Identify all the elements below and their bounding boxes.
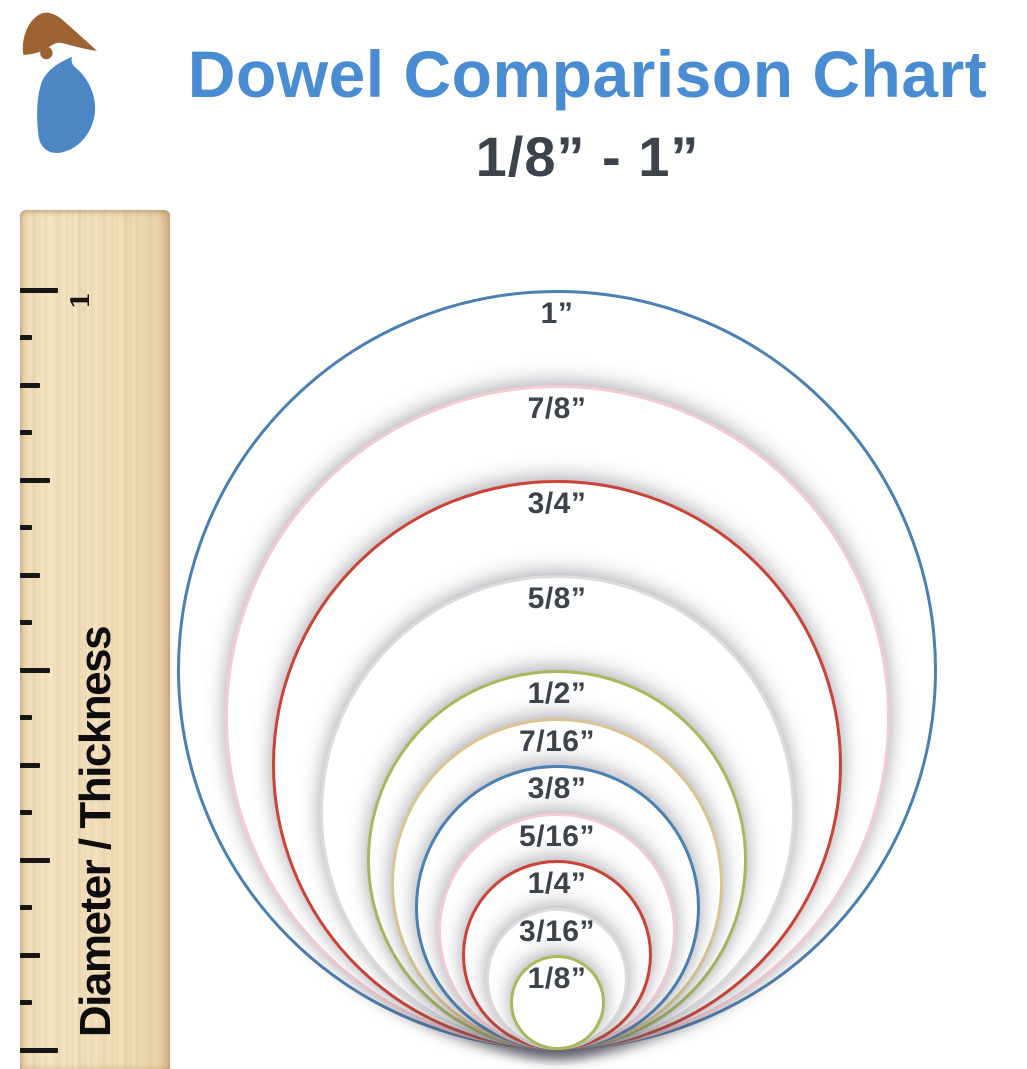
ruler-tick xyxy=(20,335,32,340)
dowel-circle-label: 1” xyxy=(540,297,574,330)
dowel-circle xyxy=(509,955,605,1050)
bird-eye-icon xyxy=(40,46,53,60)
bird-head-icon xyxy=(22,12,97,55)
ruler-tick xyxy=(20,430,32,435)
ruler-tick xyxy=(20,287,58,293)
ruler-tick xyxy=(20,1000,32,1005)
dowel-circle-label: 7/8” xyxy=(527,392,587,425)
ruler-tick xyxy=(20,667,50,673)
ruler-tick xyxy=(20,382,40,388)
bird-body-icon xyxy=(37,56,96,153)
ruler-tick xyxy=(20,857,50,863)
dowel-circle-label: 1/2” xyxy=(527,677,587,710)
woodpecker-bird-logo xyxy=(22,12,97,153)
ruler-tick xyxy=(20,952,40,958)
ruler-tick xyxy=(20,905,32,910)
dowel-circle-label: 3/4” xyxy=(527,487,587,520)
ruler-tick xyxy=(20,477,50,483)
page-title: Dowel Comparison Chart xyxy=(187,37,988,111)
page-subtitle: 1/8” - 1” xyxy=(475,125,700,188)
ruler-tick xyxy=(20,572,40,578)
dowel-circle-label: 3/16” xyxy=(519,914,595,948)
dowel-circle-label: 1/8” xyxy=(527,962,587,995)
ruler-tick xyxy=(20,525,32,530)
ruler-tick xyxy=(20,762,40,768)
dowel-circle-label: 5/8” xyxy=(527,582,587,615)
ruler: 1 Diameter / Thickness xyxy=(20,210,170,1069)
dowel-circle-label: 5/16” xyxy=(519,819,595,853)
ruler-tick xyxy=(20,810,32,815)
ruler-tick xyxy=(20,715,32,720)
dowel-circle-label: 1/4” xyxy=(527,867,587,900)
dowel-circle-label: 7/16” xyxy=(519,724,595,758)
ruler-tick xyxy=(20,1047,58,1053)
ruler-tick xyxy=(20,620,32,625)
dowel-circle-label: 3/8” xyxy=(527,772,587,805)
